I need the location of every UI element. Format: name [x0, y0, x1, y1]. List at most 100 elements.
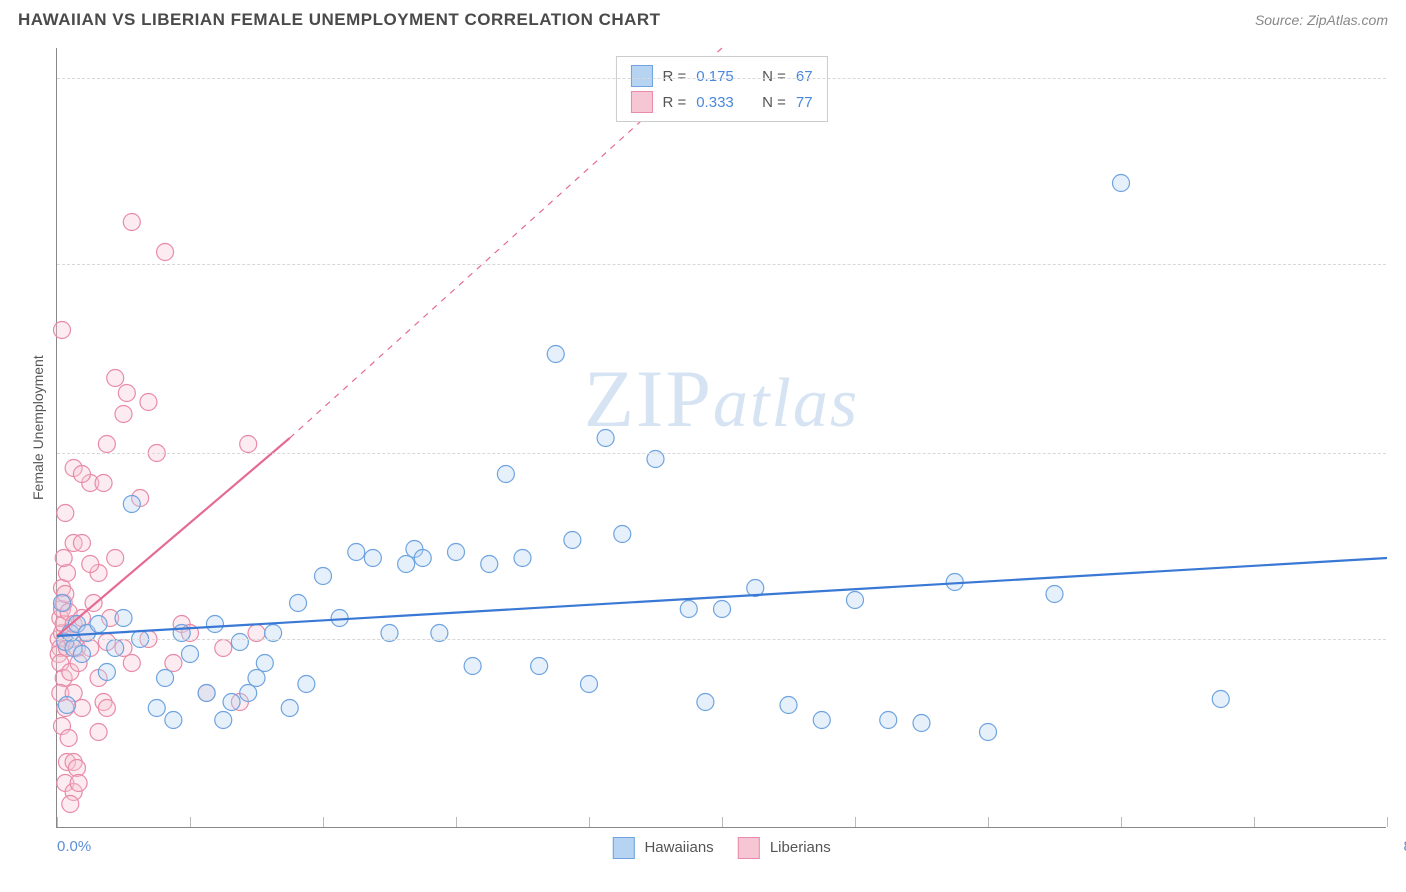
chart-title: HAWAIIAN VS LIBERIAN FEMALE UNEMPLOYMENT…	[18, 10, 661, 30]
data-point	[118, 385, 135, 402]
data-point	[62, 796, 79, 813]
data-point	[481, 556, 498, 573]
data-point	[298, 676, 315, 693]
swatch-liberians-icon	[738, 837, 760, 859]
data-point	[57, 505, 74, 522]
data-point	[165, 655, 182, 672]
x-tick	[323, 817, 324, 827]
gridline-h	[57, 78, 1386, 79]
data-point	[123, 496, 140, 513]
data-point	[157, 244, 174, 261]
data-point	[165, 712, 182, 729]
data-point	[90, 616, 107, 633]
data-point	[98, 700, 115, 717]
data-point	[597, 430, 614, 447]
data-point	[913, 715, 930, 732]
data-point	[581, 676, 598, 693]
data-point	[315, 568, 332, 585]
data-point	[614, 526, 631, 543]
data-point	[1046, 586, 1063, 603]
n-value-hawaiians: 67	[796, 68, 813, 85]
data-point	[198, 685, 215, 702]
x-tick	[589, 817, 590, 827]
data-point	[98, 664, 115, 681]
data-point	[53, 322, 70, 339]
series-legend: Hawaiians Liberians	[612, 837, 830, 859]
r-value-hawaiians: 0.175	[696, 68, 734, 85]
data-point	[348, 544, 365, 561]
data-point	[248, 670, 265, 687]
legend-item-hawaiians: Hawaiians	[612, 837, 713, 859]
data-point	[281, 700, 298, 717]
n-label: N =	[762, 68, 786, 85]
x-tick	[722, 817, 723, 827]
data-point	[123, 655, 140, 672]
data-point	[547, 346, 564, 363]
data-point	[714, 601, 731, 618]
legend-label-liberians: Liberians	[770, 839, 831, 856]
data-point	[90, 724, 107, 741]
data-point	[82, 556, 99, 573]
x-tick	[57, 817, 58, 827]
data-point	[157, 670, 174, 687]
x-tick	[190, 817, 191, 827]
data-point	[847, 592, 864, 609]
gridline-h	[57, 639, 1386, 640]
data-point	[256, 655, 273, 672]
data-point	[73, 646, 90, 663]
data-point	[215, 640, 232, 657]
data-point	[55, 550, 72, 567]
data-point	[514, 550, 531, 567]
data-point	[813, 712, 830, 729]
chart-plot-area: ZIPatlas R = 0.175 N = 67 R = 0.333 N = …	[56, 48, 1386, 828]
data-point	[364, 550, 381, 567]
data-point	[73, 700, 90, 717]
data-point	[53, 595, 70, 612]
trend-line	[57, 438, 290, 636]
data-point	[58, 697, 75, 714]
data-point	[148, 700, 165, 717]
x-tick	[456, 817, 457, 827]
data-point	[58, 565, 75, 582]
data-point	[182, 646, 199, 663]
data-point	[697, 694, 714, 711]
r-label: R =	[662, 68, 686, 85]
data-point	[206, 616, 223, 633]
data-point	[1212, 691, 1229, 708]
data-point	[780, 697, 797, 714]
data-point	[215, 712, 232, 729]
gridline-h	[57, 453, 1386, 454]
data-point	[680, 601, 697, 618]
data-point	[464, 658, 481, 675]
data-point	[115, 406, 132, 423]
data-point	[140, 394, 157, 411]
scatter-svg	[57, 48, 1386, 827]
r-label: R =	[662, 94, 686, 111]
swatch-liberians-icon	[630, 91, 652, 113]
data-point	[107, 640, 124, 657]
legend-row-hawaiians: R = 0.175 N = 67	[630, 63, 812, 89]
data-point	[448, 544, 465, 561]
swatch-hawaiians-icon	[612, 837, 634, 859]
data-point	[497, 466, 514, 483]
data-point	[223, 694, 240, 711]
source-label: Source: ZipAtlas.com	[1255, 12, 1388, 28]
y-axis-label: Female Unemployment	[30, 355, 46, 500]
data-point	[398, 556, 415, 573]
x-tick-label: 0.0%	[57, 838, 91, 855]
data-point	[60, 730, 77, 747]
data-point	[290, 595, 307, 612]
data-point	[98, 436, 115, 453]
trend-line	[57, 558, 1387, 636]
legend-row-liberians: R = 0.333 N = 77	[630, 89, 812, 115]
x-tick	[1387, 817, 1388, 827]
correlation-legend: R = 0.175 N = 67 R = 0.333 N = 77	[615, 56, 827, 122]
x-tick	[1254, 817, 1255, 827]
r-value-liberians: 0.333	[696, 94, 734, 111]
data-point	[240, 685, 257, 702]
data-point	[115, 610, 132, 627]
data-point	[231, 634, 248, 651]
data-point	[95, 475, 112, 492]
data-point	[564, 532, 581, 549]
legend-item-liberians: Liberians	[738, 837, 831, 859]
